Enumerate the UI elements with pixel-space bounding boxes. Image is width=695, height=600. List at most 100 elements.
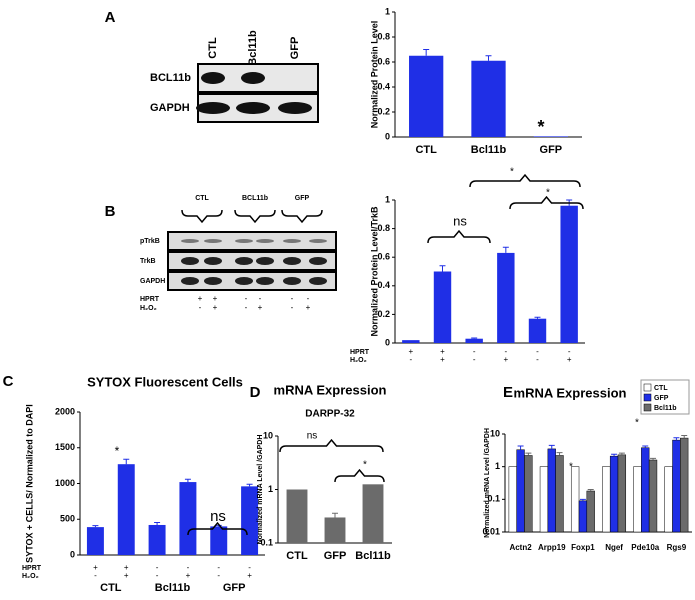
- condition-sign: -: [156, 571, 159, 580]
- condition-sign: +: [247, 571, 252, 580]
- annotation: *: [363, 460, 367, 471]
- group-label: GFP: [223, 582, 246, 594]
- blot-band: [235, 257, 253, 265]
- group-label: CTL: [100, 582, 122, 594]
- y-tick-label: 500: [60, 514, 75, 524]
- error-bar: [485, 55, 492, 61]
- condition-label: HPRT: [350, 349, 370, 356]
- condition-sign: +: [440, 347, 445, 356]
- condition-sign: -: [536, 347, 539, 356]
- error-bar: [650, 457, 657, 460]
- group-label: BCL11b: [242, 195, 268, 202]
- x-tick-label: Pde10a: [631, 543, 660, 552]
- blot-band: [204, 277, 222, 285]
- y-axis-label: Normalized mRNA Level /GAPDH: [484, 428, 491, 538]
- blot-band: [283, 257, 301, 265]
- y-tick-label: 1: [495, 461, 500, 471]
- bar: [547, 448, 556, 533]
- panel-letter: A: [105, 9, 116, 26]
- annotation: *: [115, 444, 120, 458]
- error-bar: [642, 445, 649, 448]
- bar: [641, 447, 650, 533]
- chart-title: mRNA Expression: [274, 382, 387, 397]
- condition-label: HPRT: [22, 565, 42, 572]
- bar: [241, 486, 259, 555]
- blot-band: [181, 277, 199, 285]
- blot-row-label: BCL11b: [150, 72, 191, 84]
- condition-sign: -: [473, 355, 476, 364]
- x-tick-label: Actn2: [509, 543, 532, 552]
- condition-sign: +: [213, 294, 218, 303]
- bar: [664, 466, 673, 533]
- lane-label: CTL: [207, 37, 219, 59]
- condition-sign: -: [568, 347, 571, 356]
- error-bar: [681, 434, 688, 439]
- legend-label: CTL: [654, 385, 668, 392]
- error-bar: [587, 489, 594, 491]
- y-tick-label: 1: [385, 6, 390, 16]
- bar: [602, 466, 611, 533]
- x-tick-label: Bcl11b: [471, 144, 507, 156]
- bar: [465, 338, 483, 343]
- blot-row-label: pTrkB: [140, 238, 160, 245]
- y-tick-label: 0: [70, 549, 75, 559]
- y-tick-label: 0.2: [377, 106, 390, 116]
- legend-swatch: [643, 393, 652, 402]
- bar: [609, 455, 619, 533]
- legend-label: Bcl11b: [654, 405, 677, 412]
- blot-band: [309, 277, 327, 285]
- chart-title: mRNA Expression: [514, 385, 627, 400]
- condition-sign: -: [291, 294, 294, 303]
- blot-band: [236, 102, 270, 114]
- condition-sign: +: [186, 571, 191, 580]
- bar: [578, 500, 588, 533]
- panel-letter: B: [105, 203, 116, 220]
- x-tick-label: CTL: [415, 144, 437, 156]
- condition-sign: -: [504, 347, 507, 356]
- error-bar: [92, 525, 99, 528]
- bar: [402, 340, 420, 343]
- error-bar: [246, 483, 253, 487]
- y-tick-label: 0.01: [482, 526, 500, 536]
- condition-sign: -: [291, 303, 294, 312]
- condition-sign: -: [259, 294, 262, 303]
- bar: [497, 252, 515, 343]
- bar: [633, 466, 642, 533]
- y-tick-label: 1: [385, 194, 390, 204]
- y-axis-label: Normalized mRNA Level /GAPDH: [257, 435, 264, 545]
- bracket: [187, 521, 248, 536]
- y-tick-label: 1000: [55, 478, 75, 488]
- error-bar: [502, 246, 509, 253]
- bracket: [509, 195, 584, 210]
- annotation: ns: [210, 508, 226, 525]
- y-tick-label: 1500: [55, 442, 75, 452]
- blot-band: [283, 239, 301, 243]
- lane-label: Bcl11b: [247, 30, 259, 66]
- y-tick-label: 0.8: [377, 31, 390, 41]
- bar: [508, 466, 517, 533]
- error-bar: [471, 337, 478, 339]
- error-bar: [611, 453, 618, 457]
- panel-letter: E: [503, 384, 513, 401]
- bar: [617, 454, 627, 533]
- y-tick-label: 0: [385, 131, 390, 141]
- bar: [86, 527, 104, 555]
- x-tick-label: Rgs9: [667, 543, 687, 552]
- annotation: *: [510, 167, 514, 178]
- y-axis-label: Normalized Protein Level: [369, 21, 379, 129]
- error-bar: [123, 458, 130, 465]
- bracket: [234, 209, 276, 224]
- y-tick-label: 0.1: [260, 537, 273, 547]
- error-bar: [439, 265, 446, 272]
- x-tick-label: Ngef: [605, 543, 623, 552]
- y-tick-label: 1: [268, 484, 273, 494]
- error-bar: [517, 445, 524, 450]
- blot-band: [181, 257, 199, 265]
- condition-label: H₂O₂: [140, 305, 157, 312]
- annotation: *: [635, 418, 639, 429]
- condition-sign: +: [198, 294, 203, 303]
- bracket: [469, 173, 581, 188]
- condition-sign: -: [217, 571, 220, 580]
- lane-label: GFP: [289, 37, 301, 60]
